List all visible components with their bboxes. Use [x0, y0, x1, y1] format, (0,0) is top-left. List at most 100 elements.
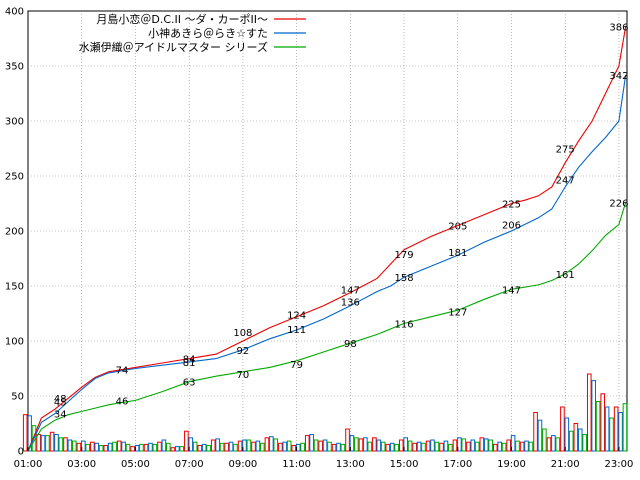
bar-green [394, 443, 399, 452]
data-label: 98 [344, 339, 357, 350]
data-label: 34 [54, 410, 67, 421]
bar-blue [121, 441, 126, 452]
bar-green [179, 446, 185, 452]
data-label: 226 [609, 198, 628, 209]
bar-green [488, 439, 493, 452]
data-labels: 48 74 84 108 124 147 179 205 225 275 386 45 81 92 111 1… [54, 22, 629, 420]
bar-red [560, 406, 565, 452]
x-tick-label: 13:00 [336, 459, 365, 470]
y-tick-label: 0 [18, 447, 24, 458]
x-tick-label: 05:00 [121, 459, 150, 470]
series-line-0 [27, 26, 627, 452]
bar-red [600, 393, 606, 452]
legend-label: 水瀬伊織＠アイドルマスター シリーズ [79, 40, 268, 54]
series-lines [27, 26, 627, 452]
x-tick-label: 15:00 [390, 459, 419, 470]
bar-blue [497, 441, 502, 452]
bar-green [609, 417, 614, 452]
bar-green [367, 441, 373, 452]
y-tick-label: 50 [11, 392, 24, 403]
bar-green [192, 441, 198, 452]
bar-green [273, 438, 279, 452]
bar-red [492, 443, 498, 452]
bar-green [448, 443, 453, 452]
bar-red [210, 439, 216, 452]
bar-red [372, 437, 377, 452]
bar-red [331, 443, 337, 452]
bar-green [340, 443, 346, 452]
bar-blue [604, 406, 610, 452]
x-tick-label: 07:00 [175, 459, 204, 470]
data-label: 63 [183, 378, 196, 389]
bar-red [251, 441, 256, 452]
data-label: 111 [287, 325, 306, 336]
bar-red [157, 441, 162, 452]
bar-blue [175, 446, 180, 452]
data-label: 127 [448, 307, 467, 318]
bar-green [206, 445, 211, 452]
x-tick-label: 17:00 [443, 459, 472, 470]
bar-blue [457, 437, 462, 452]
y-tick-label: 200 [5, 227, 24, 238]
bar-green [380, 441, 386, 452]
bar-green [139, 443, 144, 452]
bar-green [528, 441, 534, 452]
y-tick-label: 300 [5, 117, 24, 128]
data-label: 70 [237, 370, 250, 381]
bar-blue [591, 380, 596, 452]
bar-blue [524, 440, 529, 452]
data-label: 116 [395, 319, 414, 330]
x-tick-label: 03:00 [67, 459, 96, 470]
y-tick-label: 400 [5, 7, 24, 18]
bar-red [439, 442, 444, 452]
hourly-bars [22, 373, 628, 452]
legend-label: 月島小恋＠D.C.II ～ダ・カーポII～ [96, 12, 268, 26]
bar-green [300, 442, 305, 452]
bar-blue [54, 434, 59, 452]
bar-green [327, 441, 332, 452]
bar-green [152, 443, 158, 452]
bar-green [233, 443, 238, 452]
bar-green [461, 438, 467, 452]
legend: 月島小恋＠D.C.II ～ダ・カーポII～小神あきら＠らき☆すた水瀬伊織＠アイド… [79, 12, 306, 54]
bar-red [291, 445, 297, 452]
bar-blue [510, 435, 516, 452]
data-label: 124 [287, 311, 306, 322]
bar-blue [349, 435, 355, 452]
bar-blue [577, 428, 583, 452]
bar-green [313, 439, 319, 452]
bar-green [286, 440, 292, 452]
bar-blue [215, 438, 220, 452]
bar-green [474, 441, 480, 452]
bar-blue [188, 437, 194, 452]
bar-blue [67, 439, 73, 452]
bar-green [434, 441, 440, 452]
bar-red [237, 440, 243, 452]
bar-red [358, 438, 364, 452]
data-label: 46 [116, 396, 129, 407]
bar-red [385, 443, 391, 452]
x-tick-label: 19:00 [497, 459, 526, 470]
bar-red [506, 439, 511, 452]
bar-green [58, 437, 64, 452]
y-tick-label: 100 [5, 337, 24, 348]
bar-blue [228, 441, 234, 452]
bar-blue [282, 441, 288, 452]
bar-blue [336, 442, 341, 452]
bar-green [501, 442, 507, 452]
bar-red [264, 437, 270, 452]
bar-blue [242, 439, 247, 452]
bar-green [582, 434, 587, 452]
bar-green [555, 437, 561, 452]
bar-green [407, 440, 413, 452]
bar-blue [322, 439, 328, 452]
bar-green [421, 442, 426, 452]
data-label: 158 [395, 273, 414, 284]
bar-blue [389, 442, 395, 452]
grid [28, 11, 627, 451]
bar-blue [40, 435, 46, 452]
bar-blue [430, 439, 435, 452]
bar-red [76, 442, 82, 452]
bar-blue [107, 442, 113, 452]
